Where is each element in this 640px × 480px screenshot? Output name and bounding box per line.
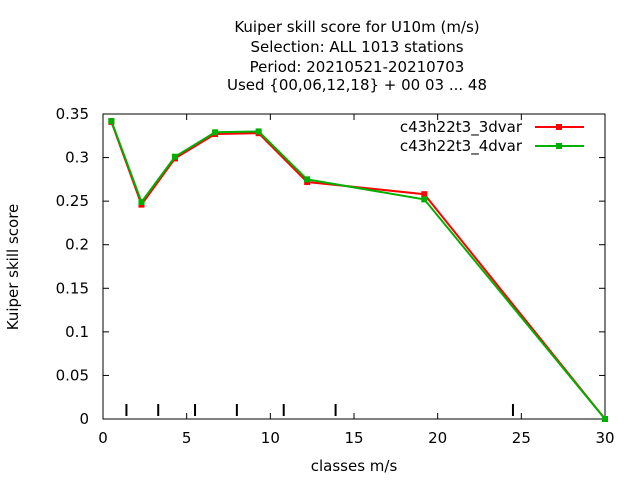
title-line-3: Period: 20210521-20210703	[250, 58, 465, 76]
series-2-point	[255, 128, 262, 135]
series-layer	[108, 117, 608, 422]
x-tick-label: 25	[512, 429, 531, 447]
x-axis-ticks: 0 5 10 15 20 25 30	[98, 114, 615, 447]
x-tick-label: 10	[261, 429, 280, 447]
legend-label-2: c43h22t3_4dvar	[400, 137, 523, 156]
plot-frame	[102, 113, 606, 420]
legend-marker-2	[556, 143, 562, 149]
y-tick-label: 0.25	[56, 192, 89, 210]
series-2-point	[138, 199, 145, 206]
y-tick-label: 0	[79, 410, 89, 428]
series-2-point	[212, 129, 219, 136]
x-tick-label: 30	[595, 429, 614, 447]
title-line-1: Kuiper skill score for U10m (m/s)	[234, 18, 479, 36]
series-2-point	[421, 196, 428, 203]
series-line-1	[110, 121, 606, 420]
series-2-point	[171, 153, 178, 160]
series-line-2	[110, 120, 606, 420]
y-axis-label: Kuiper skill score	[4, 204, 22, 331]
legend-label-1: c43h22t3_3dvar	[400, 118, 523, 137]
x-tick-label: 20	[428, 429, 447, 447]
y-axis-ticks: 0 0.05 0.1 0.15 0.2 0.25 0.3 0.35	[56, 105, 605, 428]
legend-marker-1	[556, 124, 562, 130]
y-tick-label: 0.35	[56, 105, 89, 123]
series-2-point	[602, 416, 608, 422]
series-1-point	[421, 191, 428, 198]
y-tick-label: 0.3	[65, 149, 89, 167]
y-tick-label: 0.1	[65, 323, 89, 341]
title-line-2: Selection: ALL 1013 stations	[250, 38, 463, 56]
x-tick-label: 0	[98, 429, 108, 447]
x-tick-label: 5	[182, 429, 192, 447]
class-boundary-marks	[125, 404, 514, 416]
y-tick-label: 0.2	[65, 236, 89, 254]
chart-title: Kuiper skill score for U10m (m/s) Select…	[227, 18, 487, 94]
y-tick-label: 0.15	[56, 279, 89, 297]
series-2-point	[108, 117, 115, 124]
x-tick-label: 15	[344, 429, 363, 447]
y-tick-label: 0.05	[56, 366, 89, 384]
series-2-point	[304, 176, 311, 183]
title-line-4: Used {00,06,12,18} + 00 03 ... 48	[227, 76, 487, 94]
x-axis-label: classes m/s	[311, 457, 398, 475]
